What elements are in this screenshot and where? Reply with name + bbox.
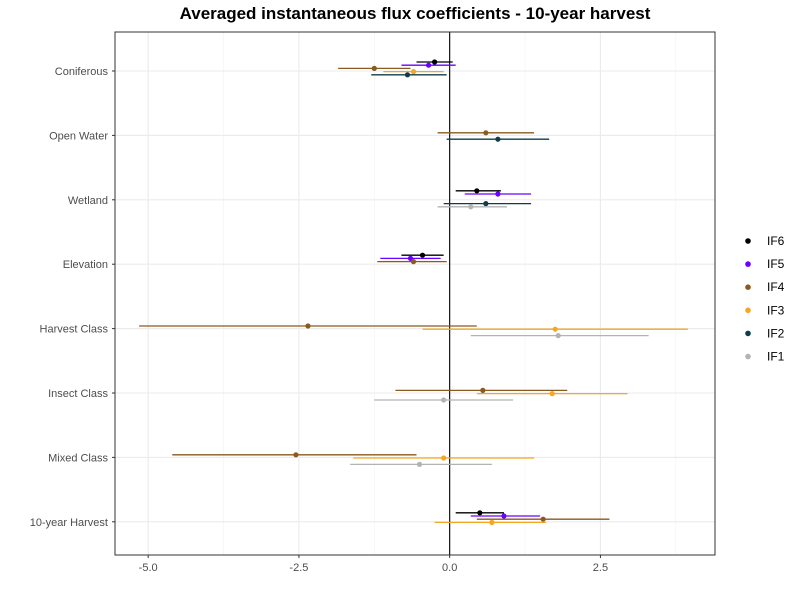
data-point-if3-10-year-harvest	[489, 519, 495, 526]
data-point-if6-coniferous	[431, 59, 438, 65]
x-tick-label: -2.5	[289, 562, 308, 574]
legend-label-if4: IF4	[767, 280, 785, 294]
legend-key-if4	[745, 284, 751, 291]
data-point-if3-insect-class	[549, 391, 555, 397]
legend-label-if2: IF2	[767, 326, 785, 340]
data-point-if1-insect-class	[441, 397, 447, 403]
legend-key-if5	[745, 261, 751, 267]
legend-label-if5: IF5	[767, 257, 785, 271]
data-point-if1-mixed-class	[416, 461, 423, 467]
legend-key-if6	[745, 238, 751, 244]
legend-key-if1	[745, 353, 751, 360]
data-point-if5-coniferous	[425, 62, 432, 68]
data-point-if6-10-year-harvest	[477, 510, 483, 516]
y-tick-label-insect-class: Insect Class	[48, 388, 108, 400]
data-point-if4-elevation	[410, 259, 417, 265]
chart-title: Averaged instantaneous flux coefficients…	[179, 4, 651, 23]
data-point-if4-coniferous	[371, 65, 377, 71]
y-tick-label-wetland: Wetland	[68, 195, 108, 207]
data-point-if4-open-water	[483, 130, 489, 136]
y-tick-label-coniferous: Coniferous	[55, 66, 109, 78]
y-tick-label-10-year-harvest: 10-year Harvest	[30, 517, 108, 529]
panel-background	[115, 32, 715, 555]
y-tick-label-mixed-class: Mixed Class	[48, 452, 108, 464]
data-point-if4-mixed-class	[293, 452, 299, 458]
legend-label-if1: IF1	[767, 350, 785, 364]
data-point-if1-wetland	[468, 204, 474, 210]
panel-border	[114, 31, 716, 556]
legend-key-if3	[745, 307, 751, 314]
data-point-if6-elevation	[419, 252, 426, 258]
data-point-if1-harvest-class	[555, 333, 561, 339]
data-point-if3-mixed-class	[441, 455, 447, 461]
legend-label-if3: IF3	[767, 303, 785, 317]
legend-label-if6: IF6	[767, 234, 785, 248]
x-tick-label: 0.0	[442, 562, 457, 574]
data-point-if4-harvest-class	[305, 323, 311, 329]
data-point-if3-harvest-class	[552, 326, 558, 332]
legend-key-if2	[745, 330, 751, 337]
data-point-if4-insect-class	[480, 387, 486, 393]
y-tick-label-harvest-class: Harvest Class	[40, 324, 109, 336]
data-point-if3-coniferous	[410, 69, 417, 75]
data-point-if5-wetland	[495, 191, 501, 197]
data-point-if6-wetland	[474, 188, 480, 194]
data-point-if2-open-water	[495, 136, 501, 142]
x-tick-label: 2.5	[593, 562, 608, 574]
data-point-if4-10-year-harvest	[540, 516, 546, 522]
data-point-if2-coniferous	[404, 72, 411, 78]
y-tick-label-elevation: Elevation	[63, 259, 108, 271]
y-tick-label-open-water: Open Water	[49, 130, 108, 142]
x-tick-label: -5.0	[139, 562, 158, 574]
data-point-if5-10-year-harvest	[501, 513, 507, 519]
data-point-if2-wetland	[483, 201, 489, 207]
